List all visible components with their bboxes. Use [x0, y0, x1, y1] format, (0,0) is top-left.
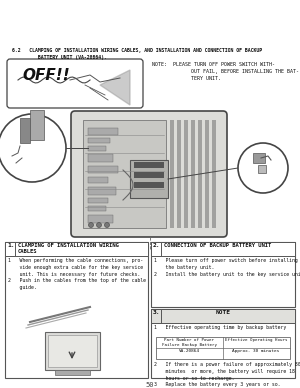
Bar [48, 335, 97, 367]
Text: NOTE: NOTE [215, 310, 230, 315]
Bar [253, 153, 265, 163]
Bar [88, 154, 113, 162]
Circle shape [88, 222, 94, 227]
Text: Effective Operating Hours: Effective Operating Hours [225, 338, 287, 342]
Bar [198, 120, 202, 228]
Circle shape [0, 114, 66, 182]
FancyBboxPatch shape [7, 59, 143, 108]
Text: 2.: 2. [153, 243, 160, 248]
Bar [5, 242, 148, 378]
Bar [258, 165, 266, 173]
Bar [134, 162, 164, 168]
Text: 6.2   CLAMPING OF INSTALLATION WIRING CABLES, AND INSTALLATION AND CONNECTION OF: 6.2 CLAMPING OF INSTALLATION WIRING CABL… [12, 48, 262, 53]
Bar [88, 177, 108, 183]
Text: 3.: 3. [153, 310, 160, 315]
Text: CONNECTION OF BACKUP BATTERY UNIT: CONNECTION OF BACKUP BATTERY UNIT [164, 243, 271, 248]
Text: BATTERY UNIT (VA-20864).: BATTERY UNIT (VA-20864). [12, 55, 107, 60]
Bar [20, 118, 30, 143]
Text: CLAMPING OF INSTALLATION WIRING
CABLES: CLAMPING OF INSTALLATION WIRING CABLES [18, 243, 119, 254]
Bar [88, 128, 118, 135]
Bar [205, 120, 209, 228]
Text: NOTE:  PLEASE TURN OFF POWER SWITCH WITH-
             OUT FAIL, BEFORE INSTALLI: NOTE: PLEASE TURN OFF POWER SWITCH WITH-… [152, 62, 299, 81]
Bar [88, 166, 118, 173]
Bar [151, 309, 161, 323]
Bar [88, 187, 116, 195]
Polygon shape [100, 70, 130, 105]
Bar [55, 370, 90, 375]
Text: Approx. 30 minutes: Approx. 30 minutes [232, 349, 280, 353]
FancyBboxPatch shape [71, 111, 227, 237]
Bar [5, 242, 15, 256]
Bar [134, 182, 164, 188]
Bar [83, 120, 166, 228]
Bar [134, 172, 164, 178]
Bar [88, 138, 110, 143]
Bar [151, 242, 161, 256]
Bar [151, 309, 295, 378]
Bar [191, 120, 195, 228]
Bar [184, 120, 188, 228]
Bar [151, 309, 295, 323]
Text: VA-20864: VA-20864 [178, 349, 200, 353]
Bar [156, 337, 290, 359]
Bar [5, 242, 148, 256]
Circle shape [104, 222, 110, 227]
Bar [212, 120, 216, 228]
Text: OFF!!: OFF!! [22, 68, 70, 83]
Bar [130, 160, 168, 198]
Circle shape [238, 143, 288, 193]
Bar [170, 120, 174, 228]
Bar [88, 146, 106, 151]
Bar [88, 206, 106, 211]
Bar [151, 242, 295, 307]
Bar [177, 120, 181, 228]
Text: 1   Effective operating time by backup battery: 1 Effective operating time by backup bat… [154, 325, 286, 330]
Bar [30, 110, 44, 140]
Text: 1.: 1. [7, 243, 14, 248]
Text: 2   If there is a power failure of approximately 80
    minutes  or more, the ba: 2 If there is a power failure of approxi… [154, 362, 300, 388]
Bar [88, 215, 113, 223]
Text: 1   When performing the cable connections, pro-
    vide enough extra cable for : 1 When performing the cable connections,… [8, 258, 146, 290]
Text: Part Number of Power
Failure Backup Battery: Part Number of Power Failure Backup Batt… [161, 338, 217, 346]
Text: 1   Please turn off power switch before installing
    the battery unit.
2   Ins: 1 Please turn off power switch before in… [154, 258, 300, 277]
Circle shape [97, 222, 101, 227]
Bar [151, 242, 295, 256]
Text: 50: 50 [146, 382, 154, 388]
Bar [88, 198, 108, 203]
Bar [45, 332, 100, 370]
